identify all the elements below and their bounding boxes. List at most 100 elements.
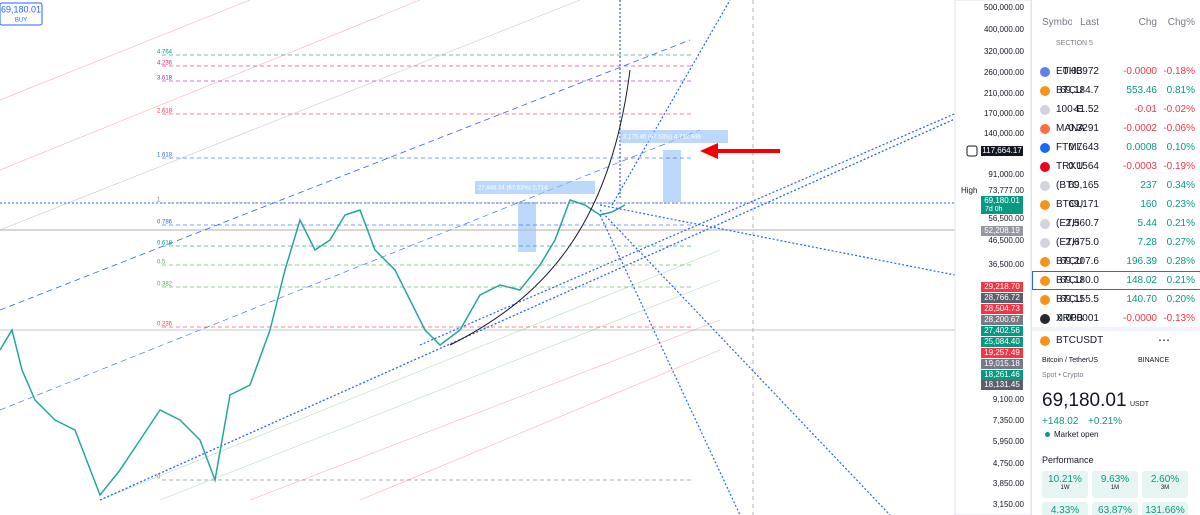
change-pct: 0.21% <box>1166 275 1195 286</box>
last: 0.7643 <box>1068 142 1099 153</box>
price-scale-label: 3,150.00 <box>993 500 1025 509</box>
performance-tile: 4.33% <box>1042 502 1088 515</box>
performance-period: 1W <box>1060 485 1070 491</box>
last: 2,560.7 <box>1065 218 1099 229</box>
change-pct: -0.19% <box>1163 161 1195 172</box>
watchlist-row[interactable]: BTCU 69,171 160 0.23% <box>1032 195 1200 214</box>
currency: USDT <box>1130 401 1150 408</box>
performance-value: 9.63% <box>1100 474 1130 485</box>
change: 553.46 <box>1126 85 1157 96</box>
fib-label: 0.786 <box>157 220 173 226</box>
last: 69,207.6 <box>1060 256 1099 267</box>
symbol: BTCU <box>1056 275 1084 286</box>
watchlist-row[interactable]: (ETH 2,675.0 7.28 0.27% <box>1032 233 1200 252</box>
price-scale-label: 170,000.00 <box>984 109 1025 118</box>
change-pct: +0.21% <box>1088 416 1123 427</box>
symbol: BTCU <box>1056 199 1084 210</box>
price-tag <box>981 282 1023 292</box>
price-tag-text: 52,208.19 <box>984 226 1020 235</box>
symbol-icon <box>1040 161 1050 172</box>
icons: ⋯ <box>1158 333 1180 347</box>
price-tag-text: 29,218.70 <box>984 282 1020 291</box>
symbol-icon <box>1040 218 1050 229</box>
last: 0.3291 <box>1068 123 1099 134</box>
performance-value: 131.66% <box>1145 505 1185 515</box>
fib-label: 0 <box>157 475 161 481</box>
price-tag-text: 25,084.40 <box>984 337 1020 346</box>
price-scale-label: 140,000.00 <box>984 129 1025 138</box>
change: 5.44 <box>1137 218 1157 229</box>
change-pct: -0.06% <box>1163 123 1195 134</box>
last: 2,675.0 <box>1065 237 1099 248</box>
price-scale-label: 36,500.00 <box>988 260 1024 269</box>
performance-title: Performance <box>1042 455 1094 465</box>
change-pct: 0.10% <box>1166 142 1195 153</box>
watchlist-row[interactable]: (ETH 2,560.7 5.44 0.21% <box>1032 214 1200 233</box>
column-header: Chg <box>1138 17 1157 28</box>
symbol: 100-E <box>1056 104 1083 115</box>
price-scale-label: 9,100.00 <box>993 395 1025 404</box>
performance-tile: 2.60% 3M <box>1142 471 1188 498</box>
price-tag <box>981 304 1023 314</box>
change-pct: 0.34% <box>1166 180 1195 191</box>
symbol-icon <box>1040 123 1050 134</box>
price-tag <box>981 146 1023 156</box>
watchlist-row[interactable]: ETHB 0.03972 -0.0000 -0.18% <box>1032 62 1200 81</box>
watchlist-row[interactable]: BTCU 69,207.6 196.39 0.28% <box>1032 252 1200 271</box>
watchlist-row[interactable]: XRPB 0.000001 -0.0000 -0.13% <box>1032 309 1200 328</box>
fib-label: 4.764 <box>157 50 173 56</box>
price-scale-label: 320,000.00 <box>984 47 1025 56</box>
performance-value: 10.21% <box>1048 474 1082 485</box>
price-tag <box>981 337 1023 347</box>
change: 148.02 <box>1126 275 1157 286</box>
watchlist-row[interactable]: BTCU 69,180.0 148.02 0.21% <box>1032 271 1200 290</box>
performance-tile: 9.63% 1M <box>1092 471 1138 498</box>
measure-box: 3,175.46 (67.53%) 4,712,946 <box>623 135 701 141</box>
last: 0.000001 <box>1057 313 1099 324</box>
last: 41.52 <box>1073 104 1099 115</box>
price-tag-text: 18,131.45 <box>984 380 1020 389</box>
symbol-icon <box>1040 199 1050 210</box>
price-scale-label: 7,350.00 <box>993 416 1025 425</box>
change: -0.01 <box>1134 104 1157 115</box>
price-tag <box>981 293 1023 303</box>
last: 69,155.5 <box>1060 294 1099 305</box>
watchlist-row[interactable]: FTML 0.7643 0.0008 0.10% <box>1032 138 1200 157</box>
price-tag-text: 28,200.67 <box>984 315 1020 324</box>
divider <box>1032 327 1200 331</box>
price-scale-label: 91,000.00 <box>988 170 1024 179</box>
price-tag <box>981 326 1023 336</box>
price: 69,180.01 <box>1042 390 1127 411</box>
price-tag-sub: 7d 0h <box>985 206 1003 213</box>
last: 69,171 <box>1068 199 1099 210</box>
price-scale-label: 5,950.00 <box>993 437 1025 446</box>
change: +148.02 <box>1042 416 1079 427</box>
watchlist-row[interactable]: MANA 0.3291 -0.0002 -0.06% <box>1032 119 1200 138</box>
watchlist-row[interactable]: TRXU 0.1564 -0.0003 -0.19% <box>1032 157 1200 176</box>
change-pct: 0.21% <box>1166 218 1195 229</box>
symbol: XRPB <box>1056 313 1084 324</box>
change: 196.39 <box>1126 256 1157 267</box>
symbol: FTML <box>1056 142 1083 153</box>
watchlist-row[interactable]: 100-E 41.52 -0.01 -0.02% <box>1032 100 1200 119</box>
watchlist-row[interactable]: (BTC 69,165 237 0.34% <box>1032 176 1200 195</box>
price-tag-text: 18,261.46 <box>984 370 1020 379</box>
performance-tile: 10.21% 1W <box>1042 471 1088 498</box>
change-pct: 0.81% <box>1166 85 1195 96</box>
price-tag <box>981 315 1023 325</box>
price-tag-text: 28,504.73 <box>984 304 1020 313</box>
last: 69,184.7 <box>1060 85 1099 96</box>
watchlist-header: Symbol Last Chg Chg% <box>1032 13 1200 32</box>
symbol-icon <box>1040 66 1050 77</box>
last: 0.1564 <box>1068 161 1099 172</box>
price-tag-text: 69,180.01 <box>984 196 1020 205</box>
fib-label: 0.618 <box>157 241 173 247</box>
fib-label: 3.618 <box>157 76 173 82</box>
exchange: BINANCE <box>1138 357 1170 364</box>
price-scale-label: 400,000.00 <box>984 25 1025 34</box>
watchlist-row[interactable]: BTCU 69,155.5 140.70 0.20% <box>1032 290 1200 309</box>
symbol-icon <box>1040 142 1050 153</box>
badge-side: BUY <box>15 18 27 24</box>
watchlist-row[interactable]: BTCU 69,184.7 553.46 0.81% <box>1032 81 1200 100</box>
performance-value: 63.87% <box>1098 505 1132 515</box>
